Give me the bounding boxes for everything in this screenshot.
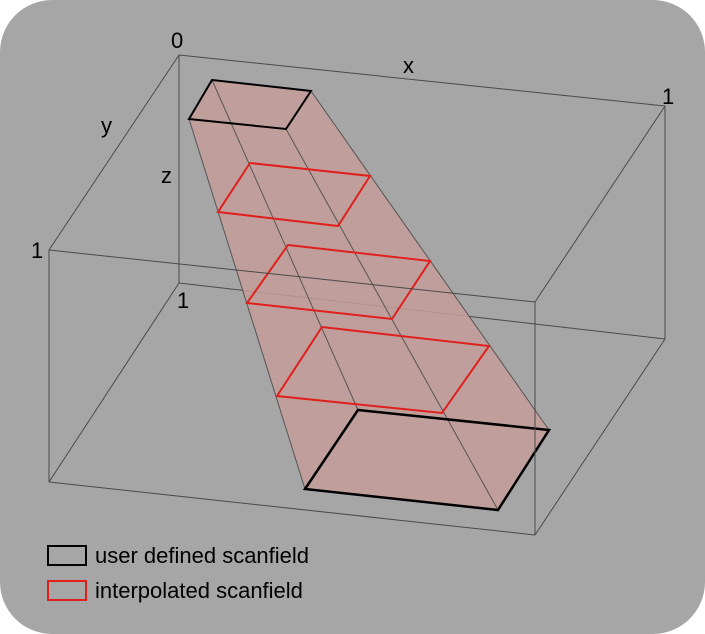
origin-label: 0: [171, 28, 183, 53]
interpolated-scanfield-2: [245, 243, 432, 321]
legend-swatch-interpolated: [47, 580, 87, 601]
legend-swatch-user-defined: [47, 545, 87, 566]
y-axis-label: y: [101, 113, 112, 138]
y-end-label: 1: [31, 238, 43, 263]
user-scanfield-top: [187, 78, 313, 131]
tube-fill: [189, 80, 549, 510]
interpolated-scanfield-3: [275, 325, 491, 415]
axis-labels: 0 x 1 y 1 z 1: [31, 28, 674, 313]
interpolated-scanfield-1: [216, 161, 372, 228]
x-axis-label: x: [403, 53, 414, 78]
x-end-label: 1: [662, 84, 674, 109]
scanfields: [187, 78, 552, 512]
user-scanfield-bottom: [302, 408, 552, 512]
box-front-edges: [48, 105, 666, 536]
legend-label-user-defined: user defined scanfield: [95, 543, 309, 568]
z-axis-label: z: [161, 163, 172, 188]
z-end-label: 1: [177, 288, 189, 313]
legend-label-interpolated: interpolated scanfield: [95, 578, 303, 603]
legend: user defined scanfield interpolated scan…: [47, 543, 309, 603]
